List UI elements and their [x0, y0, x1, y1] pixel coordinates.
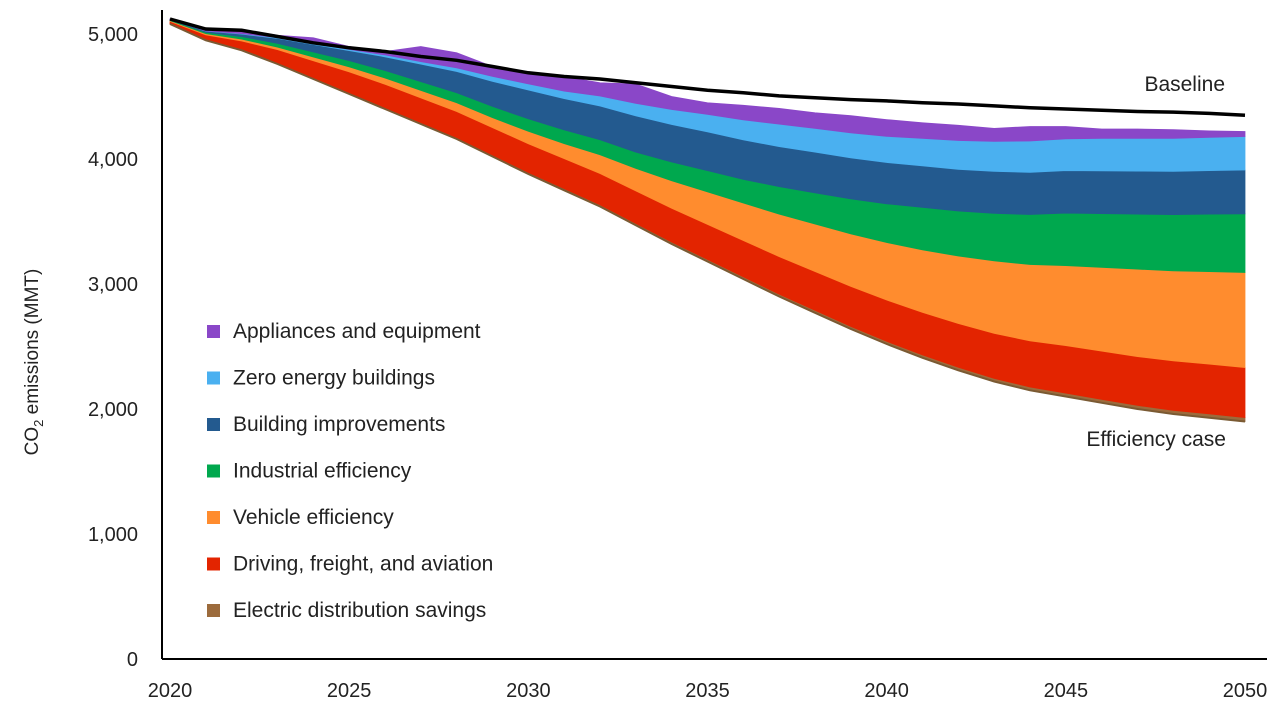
y-tick-label: 3,000 — [88, 274, 138, 296]
legend-item: Industrial efficiency — [207, 460, 412, 483]
y-tick-label: 2,000 — [88, 399, 138, 421]
efficiency-case-line — [169, 23, 1246, 423]
baseline-line — [169, 17, 1246, 118]
legend-label: Vehicle efficiency — [233, 506, 394, 529]
x-tick-label: 2020 — [148, 680, 193, 702]
legend-label: Building improvements — [233, 413, 445, 436]
legend-label: Industrial efficiency — [233, 460, 412, 483]
y-tick-label: 5,000 — [88, 24, 138, 46]
y-ticks: 0 1,000 2,000 3,000 4,000 5,000 — [88, 24, 138, 671]
legend-label: Appliances and equipment — [233, 320, 481, 343]
legend-label: Electric distribution savings — [233, 599, 486, 622]
x-tick-label: 2025 — [327, 680, 372, 702]
legend-swatch — [207, 371, 220, 385]
x-tick-label: 2035 — [685, 680, 730, 702]
legend-swatch — [207, 511, 220, 524]
y-axis-label-subscript: 2 — [31, 420, 46, 427]
legend: Appliances and equipment Zero energy buil… — [207, 320, 493, 622]
legend-item: Driving, freight, and aviation — [207, 553, 493, 576]
legend-item: Zero energy buildings — [207, 367, 435, 390]
legend-swatch — [207, 604, 220, 617]
x-tick-label: 2050 — [1223, 680, 1268, 702]
x-tick-label: 2045 — [1044, 680, 1089, 702]
legend-swatch — [207, 464, 220, 478]
x-tick-label: 2030 — [506, 680, 551, 702]
x-tick-label: 2040 — [864, 680, 909, 702]
legend-swatch — [207, 557, 220, 571]
legend-item: Building improvements — [207, 413, 445, 436]
efficiency-case-annotation: Efficiency case — [1086, 428, 1226, 451]
legend-item: Electric distribution savings — [207, 599, 486, 622]
legend-label: Zero energy buildings — [233, 367, 435, 390]
legend-label: Driving, freight, and aviation — [233, 553, 493, 576]
y-tick-label: 4,000 — [88, 149, 138, 171]
legend-swatch — [207, 418, 220, 431]
baseline-annotation: Baseline — [1144, 73, 1225, 96]
legend-item: Vehicle efficiency — [207, 506, 394, 529]
legend-swatch — [207, 325, 220, 338]
x-ticks: 2020 2025 2030 2035 2040 2045 2050 — [148, 680, 1268, 702]
y-tick-label: 1,000 — [88, 524, 138, 546]
legend-item: Appliances and equipment — [207, 320, 481, 343]
y-tick-label: 0 — [127, 649, 138, 671]
stacked-areas — [169, 18, 1246, 422]
y-axis-label: CO2 emissions (MMT) — [22, 269, 46, 456]
